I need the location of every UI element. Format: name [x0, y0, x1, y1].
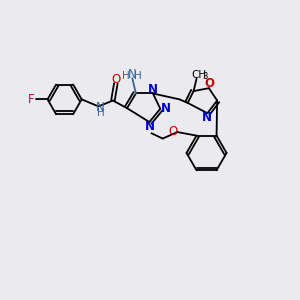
Text: N: N	[96, 100, 105, 113]
Text: N: N	[145, 120, 155, 133]
Text: N: N	[160, 102, 171, 115]
Text: H: H	[134, 71, 142, 81]
Text: F: F	[28, 93, 35, 106]
Text: CH: CH	[191, 70, 206, 80]
Text: O: O	[169, 125, 178, 138]
Text: H: H	[122, 71, 130, 81]
Text: O: O	[205, 77, 215, 90]
Text: O: O	[112, 73, 121, 86]
Text: 3: 3	[203, 72, 208, 81]
Text: N: N	[202, 111, 212, 124]
Text: H: H	[97, 108, 104, 118]
Text: N: N	[128, 68, 137, 81]
Text: N: N	[148, 83, 158, 96]
